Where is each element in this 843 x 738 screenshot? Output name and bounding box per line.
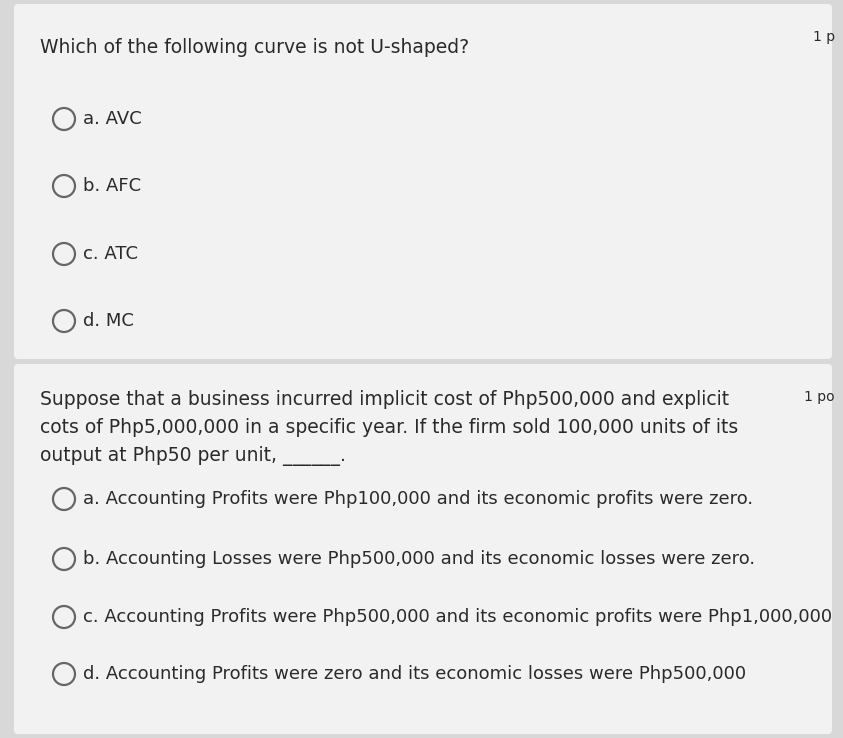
Text: b. Accounting Losses were Php500,000 and its economic losses were zero.: b. Accounting Losses were Php500,000 and… bbox=[83, 550, 755, 568]
Text: cots of Php5,000,000 in a specific year. If the firm sold 100,000 units of its: cots of Php5,000,000 in a specific year.… bbox=[40, 418, 738, 437]
Text: 1 po: 1 po bbox=[804, 390, 835, 404]
Text: 1 p: 1 p bbox=[813, 30, 835, 44]
Text: a. Accounting Profits were Php100,000 and its economic profits were zero.: a. Accounting Profits were Php100,000 an… bbox=[83, 490, 753, 508]
Text: a. AVC: a. AVC bbox=[83, 110, 142, 128]
Text: d. Accounting Profits were zero and its economic losses were Php500,000: d. Accounting Profits were zero and its … bbox=[83, 665, 746, 683]
Text: output at Php50 per unit, ______.: output at Php50 per unit, ______. bbox=[40, 446, 346, 466]
Text: Which of the following curve is not U-shaped?: Which of the following curve is not U-sh… bbox=[40, 38, 469, 57]
Text: c. ATC: c. ATC bbox=[83, 245, 138, 263]
Text: d. MC: d. MC bbox=[83, 312, 134, 330]
Text: c. Accounting Profits were Php500,000 and its economic profits were Php1,000,000: c. Accounting Profits were Php500,000 an… bbox=[83, 608, 832, 626]
FancyBboxPatch shape bbox=[14, 4, 832, 359]
Text: b. AFC: b. AFC bbox=[83, 177, 141, 195]
FancyBboxPatch shape bbox=[14, 364, 832, 734]
Text: Suppose that a business incurred implicit cost of Php500,000 and explicit: Suppose that a business incurred implici… bbox=[40, 390, 729, 409]
